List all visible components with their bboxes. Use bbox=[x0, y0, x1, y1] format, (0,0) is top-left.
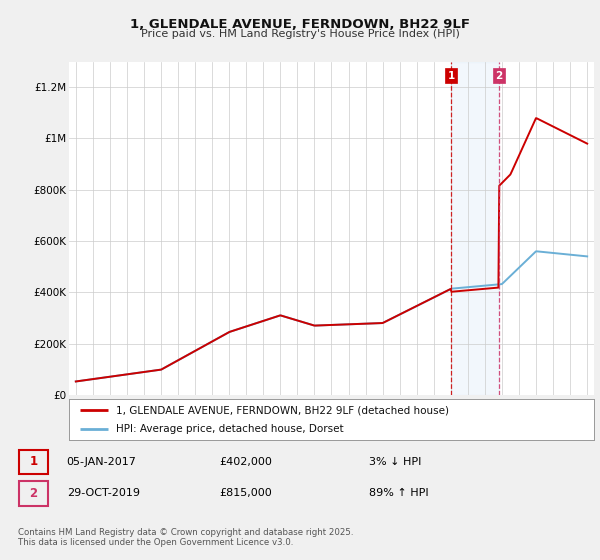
Text: 1: 1 bbox=[29, 455, 37, 468]
Text: 89% ↑ HPI: 89% ↑ HPI bbox=[369, 488, 429, 498]
Text: 1, GLENDALE AVENUE, FERNDOWN, BH22 9LF: 1, GLENDALE AVENUE, FERNDOWN, BH22 9LF bbox=[130, 18, 470, 31]
Text: Contains HM Land Registry data © Crown copyright and database right 2025.
This d: Contains HM Land Registry data © Crown c… bbox=[18, 528, 353, 547]
Text: 2: 2 bbox=[29, 487, 37, 500]
Bar bbox=[451, 62, 499, 395]
Text: 05-JAN-2017: 05-JAN-2017 bbox=[67, 457, 137, 467]
Bar bbox=[19, 481, 48, 506]
Text: 3% ↓ HPI: 3% ↓ HPI bbox=[369, 457, 421, 467]
Text: 1: 1 bbox=[448, 71, 455, 81]
Text: HPI: Average price, detached house, Dorset: HPI: Average price, detached house, Dors… bbox=[116, 424, 344, 433]
Text: Price paid vs. HM Land Registry's House Price Index (HPI): Price paid vs. HM Land Registry's House … bbox=[140, 29, 460, 39]
Text: 1, GLENDALE AVENUE, FERNDOWN, BH22 9LF (detached house): 1, GLENDALE AVENUE, FERNDOWN, BH22 9LF (… bbox=[116, 405, 449, 415]
Text: 2: 2 bbox=[496, 71, 503, 81]
Text: £815,000: £815,000 bbox=[220, 488, 272, 498]
Text: £402,000: £402,000 bbox=[220, 457, 272, 467]
Bar bbox=[19, 450, 48, 474]
Text: 29-OCT-2019: 29-OCT-2019 bbox=[67, 488, 140, 498]
